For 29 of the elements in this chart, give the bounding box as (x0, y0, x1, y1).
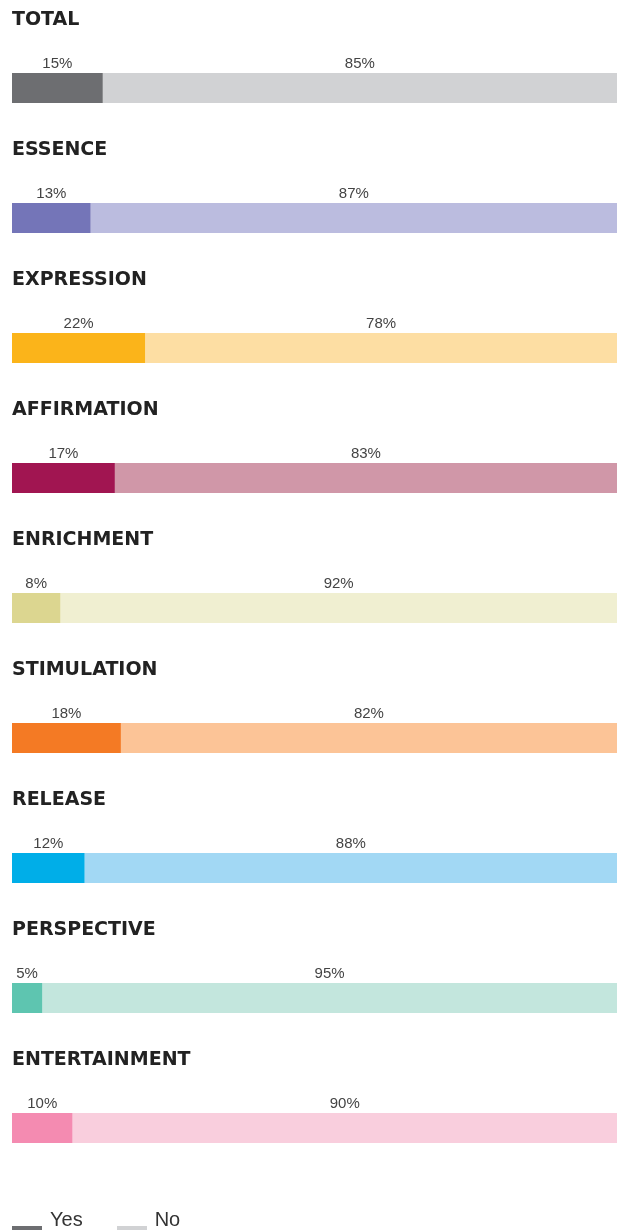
y-tick-label: ENTERTAINMENT (12, 1047, 191, 1069)
data-label: 90% (329, 1094, 360, 1111)
data-label: 5% (16, 964, 38, 981)
legend-label: No (154, 1208, 181, 1230)
y-tick-label: ESSENCE (12, 137, 108, 159)
y-tick-label: STIMULATION (12, 657, 158, 679)
data-label: 10% (27, 1094, 58, 1111)
y-tick-label: EXPRESSION (12, 267, 147, 289)
data-label: 12% (33, 834, 64, 851)
data-label: 83% (350, 444, 381, 461)
y-tick-label: AFFIRMATION (12, 397, 159, 419)
y-tick-label: TOTAL (12, 7, 80, 29)
data-label: 87% (338, 184, 369, 201)
data-label: 95% (314, 964, 345, 981)
legend-label: Yes (50, 1208, 83, 1230)
data-label: 18% (51, 704, 82, 721)
data-label: 78% (366, 314, 397, 331)
data-label: 13% (36, 184, 67, 201)
data-label: 82% (353, 704, 384, 721)
data-label: 15% (42, 54, 73, 71)
data-label: 92% (323, 574, 354, 591)
data-label: 22% (63, 314, 94, 331)
data-label: 8% (25, 574, 48, 591)
y-tick-label: ENRICHMENT (12, 527, 154, 549)
data-label: 88% (335, 834, 366, 851)
y-tick-label: RELEASE (12, 787, 107, 809)
y-tick-label: PERSPECTIVE (12, 917, 156, 939)
data-label: 85% (344, 54, 375, 71)
data-label: 17% (48, 444, 79, 461)
